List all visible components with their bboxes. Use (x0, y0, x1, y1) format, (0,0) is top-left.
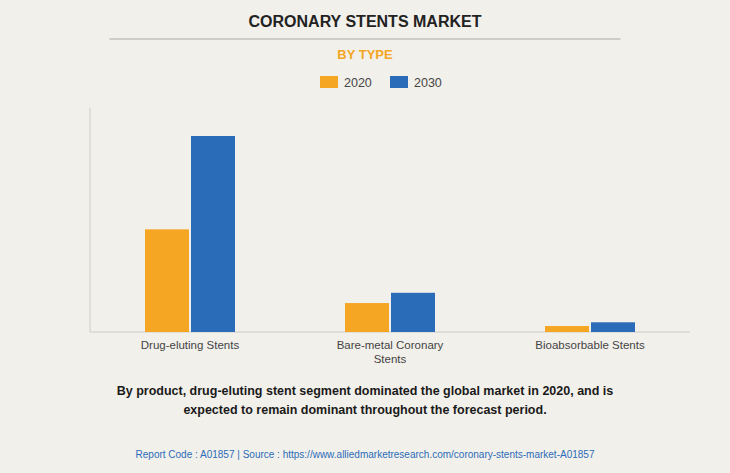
legend-label: 2020 (344, 76, 372, 90)
footer-text: By product, drug-eluting stent segment d… (117, 384, 614, 417)
report-code: Report Code : A01857 | Source : https://… (136, 449, 595, 460)
bar (145, 229, 189, 332)
title-separator (110, 39, 621, 40)
bars (145, 136, 635, 332)
bar (345, 303, 389, 332)
y-axis-line (90, 108, 91, 332)
background (0, 0, 730, 473)
bar (191, 136, 235, 332)
legend-swatch (390, 76, 408, 88)
legend-label: 2030 (414, 76, 442, 90)
x-tick-label: Bare-metal CoronaryStents (337, 339, 444, 365)
subtitle: BY TYPE (337, 47, 393, 62)
bar (545, 326, 589, 332)
x-tick-label: Drug-eluting Stents (141, 339, 240, 351)
bar (591, 322, 635, 332)
bar (391, 293, 435, 332)
title: CORONARY STENTS MARKET (249, 13, 482, 30)
legend: 2020 2030 (320, 76, 442, 90)
x-tick-label: Bioabsorbable Stents (535, 339, 645, 351)
legend-swatch (320, 76, 338, 88)
chart: CORONARY STENTS MARKET BY TYPE Drug-elutin… (0, 0, 730, 473)
